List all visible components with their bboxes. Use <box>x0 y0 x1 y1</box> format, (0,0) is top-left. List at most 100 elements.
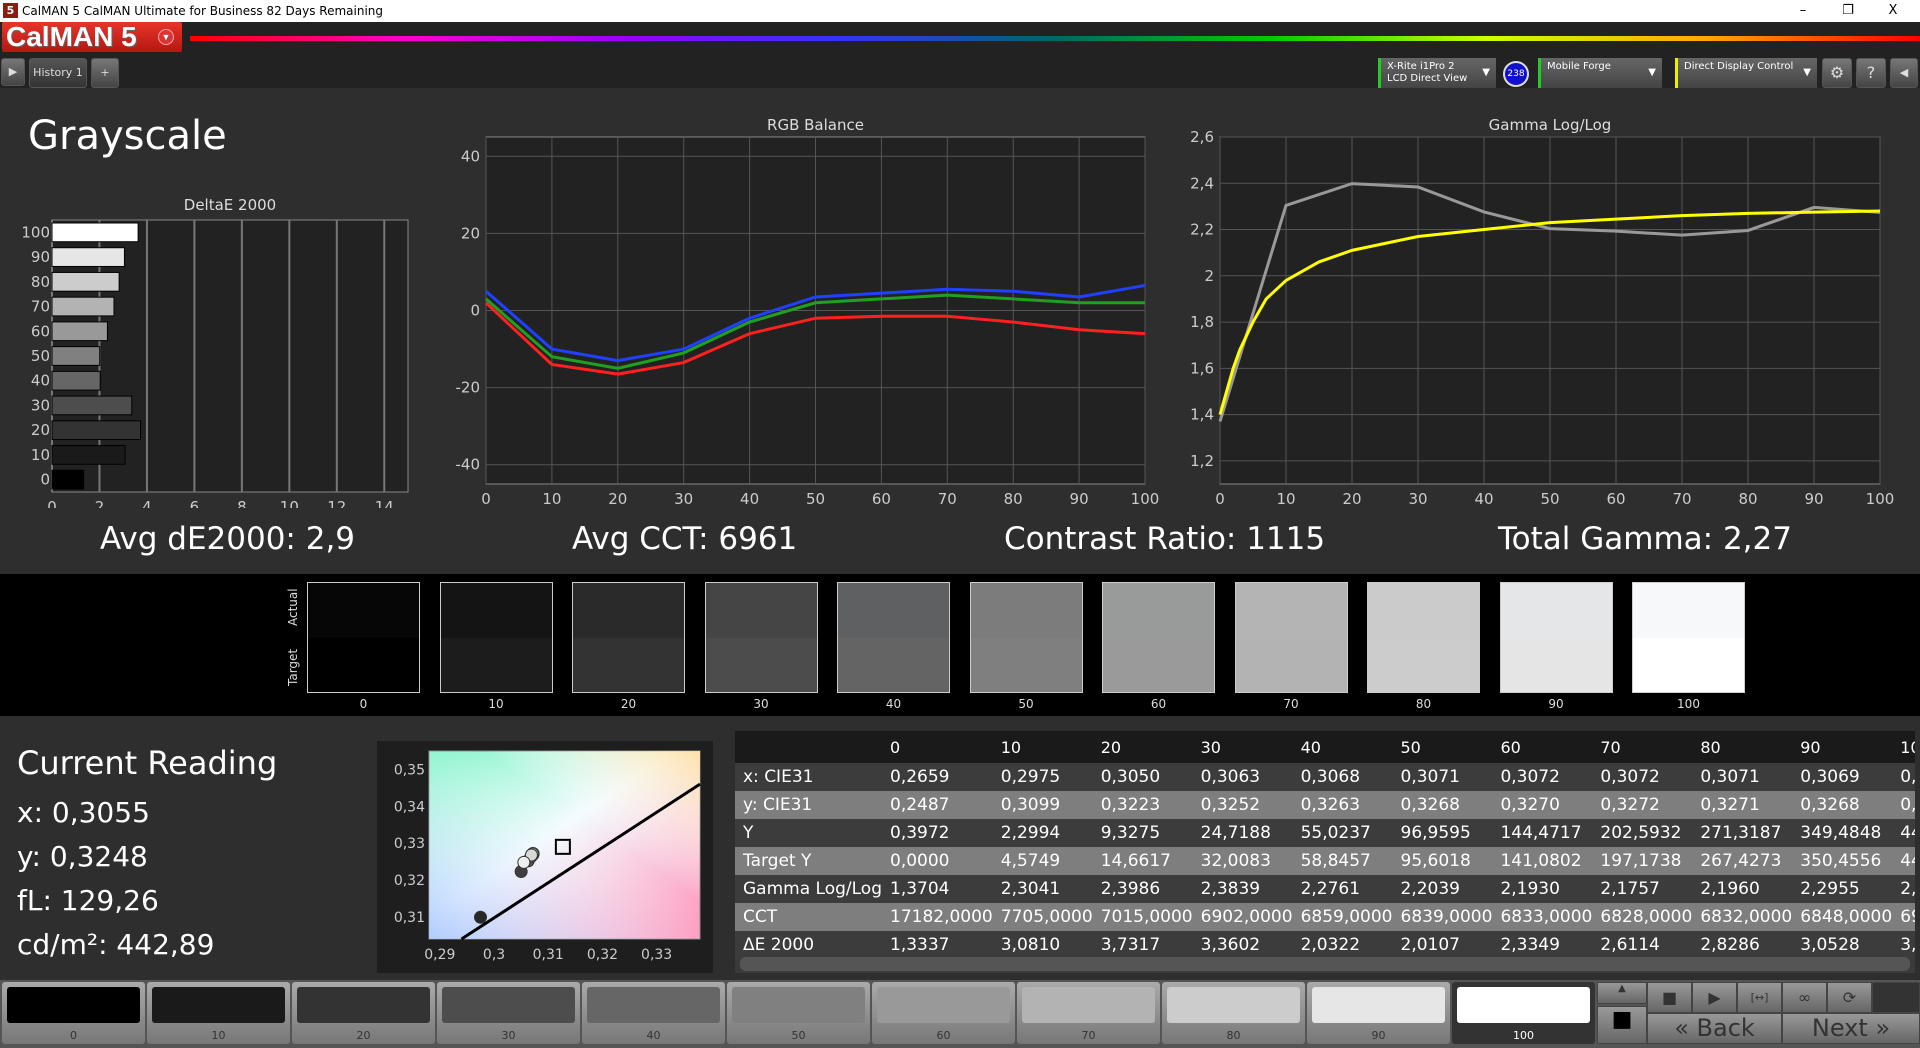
table-cell: 0,3068 <box>1296 763 1397 791</box>
tab-history-1[interactable]: History 1 <box>29 58 87 88</box>
swatch-0[interactable]: 0 <box>2 982 145 1044</box>
meter-badge[interactable]: 238 <box>1503 61 1529 87</box>
column-header: 100 <box>1896 731 1915 763</box>
x-tick-label: 0 <box>1215 490 1225 508</box>
x-tick-label: 8 <box>237 498 247 508</box>
row-label: Target Y <box>735 847 886 875</box>
table-cell: 0,2487 <box>886 791 997 819</box>
table-cell: 1,3337 <box>886 931 997 959</box>
meter-selector[interactable]: X-Rite i1Pro 2 LCD Direct View ▼ <box>1378 58 1496 88</box>
target-swatch <box>1500 637 1612 692</box>
play-icon[interactable]: ▶ <box>1 58 25 86</box>
swatch-label: 30 <box>501 1029 516 1042</box>
swatch-label: 70 <box>1081 1029 1096 1042</box>
x-tick-label: 20 <box>608 490 627 508</box>
table-row: y: CIE31 0,2487 0,3099 0,3223 0,3252 0,3263 0,… <box>735 791 1915 819</box>
grayscale-panel: Grayscale DeltaE 2000 0 2 4 6 8 10 12 14 0 10 20 30 4… <box>0 88 1920 574</box>
actual-swatch <box>1633 583 1744 638</box>
table-cell: 3,628 <box>1896 931 1915 959</box>
x-tick-label: 2 <box>95 498 105 508</box>
column-header: 90 <box>1796 731 1897 763</box>
y-tick-label: 2,4 <box>1190 174 1214 192</box>
patch-20 <box>572 582 685 693</box>
y-tick-label: 1,6 <box>1190 359 1214 377</box>
column-header: 70 <box>1596 731 1697 763</box>
table-cell: 2,3839 <box>1196 875 1297 903</box>
stop-icon[interactable]: ■ <box>1647 982 1692 1013</box>
table-cell: 2,0107 <box>1396 931 1497 959</box>
y-tick-label: 1,4 <box>1190 406 1214 424</box>
swatch-label: 0 <box>70 1029 77 1042</box>
x-tick-label: 100 <box>1131 490 1160 508</box>
display-selector[interactable]: Direct Display Control ▼ <box>1675 58 1817 88</box>
play-icon[interactable]: ▶ <box>1692 982 1737 1013</box>
swatch-100[interactable]: 100 <box>1452 982 1595 1044</box>
table-cell: 0,2975 <box>996 763 1097 791</box>
table-cell: 1,3704 <box>886 875 997 903</box>
row-label: x: CIE31 <box>735 763 886 791</box>
horizontal-scrollbar[interactable] <box>740 957 1910 971</box>
actual-swatch <box>1500 583 1612 638</box>
swatch-30[interactable]: 30 <box>437 982 580 1044</box>
refresh-icon[interactable]: ⟳ <box>1827 982 1872 1013</box>
close-button[interactable]: X <box>1888 3 1898 18</box>
swatch-color <box>1457 987 1590 1023</box>
scroll-up-button[interactable]: ▲ <box>1597 982 1647 1004</box>
table-cell: 3,3602 <box>1196 931 1297 959</box>
y-tick-label: 0,33 <box>394 836 425 852</box>
actual-swatch <box>970 583 1082 638</box>
swatch-color <box>1167 987 1300 1023</box>
patch-label: 80 <box>1415 697 1432 711</box>
swatch-40[interactable]: 40 <box>582 982 725 1044</box>
table-cell: 2,1757 <box>1596 875 1697 903</box>
target-swatch <box>1235 637 1347 692</box>
minimize-button[interactable]: – <box>1799 3 1807 18</box>
chevron-down-icon: ▼ <box>1482 67 1490 78</box>
table-row: Gamma Log/Log 1,3704 2,3041 2,3986 2,3839 2,2… <box>735 875 1915 903</box>
fit-icon[interactable]: [↔] <box>1737 982 1782 1013</box>
x-tick-label: 0,32 <box>587 947 618 963</box>
meter-mode: LCD Direct View <box>1387 73 1468 84</box>
current-reading-title: Current Reading <box>17 744 278 782</box>
table-cell: 2,1930 <box>1496 875 1597 903</box>
table-cell: 202,5932 <box>1596 819 1697 847</box>
deltae-bar-100 <box>51 222 139 243</box>
loop-icon[interactable]: ∞ <box>1782 982 1827 1013</box>
swatch-60[interactable]: 60 <box>872 982 1015 1044</box>
row-label: Y <box>735 819 886 847</box>
rgb-balance-chart: RGB Balance 0 10 20 30 40 50 60 70 80 90 100 40 20 0 -2… <box>456 116 1160 508</box>
y-tick-label: 20 <box>461 224 480 242</box>
stop-square-button[interactable]: ■ <box>1597 1006 1647 1044</box>
x-tick-label: 0,31 <box>533 947 564 963</box>
gear-icon[interactable]: ⚙ <box>1822 58 1852 88</box>
y-tick-label: 10 <box>31 446 50 464</box>
restore-button[interactable]: ❐ <box>1842 3 1854 18</box>
x-tick-label: 10 <box>542 490 561 508</box>
table-cell: 6902,0000 <box>1196 903 1297 931</box>
add-tab-button[interactable]: + <box>91 58 119 88</box>
swatch-20[interactable]: 20 <box>292 982 435 1044</box>
deltae-chart: DeltaE 2000 0 2 4 6 8 10 12 14 0 10 20 30 40 50 60 70 80 9… <box>21 196 409 508</box>
chart-title: Gamma Log/Log <box>1489 116 1612 134</box>
next-button[interactable]: Next » <box>1782 1013 1920 1044</box>
gamma-chart: Gamma Log/Log 0 10 20 30 40 50 60 70 80 90 100 2,6 2,… <box>1190 116 1894 508</box>
swatch-80[interactable]: 80 <box>1162 982 1305 1044</box>
swatch-90[interactable]: 90 <box>1307 982 1450 1044</box>
table-cell: 271,3187 <box>1696 819 1797 847</box>
swatch-10[interactable]: 10 <box>147 982 290 1044</box>
table-cell: 24,7188 <box>1196 819 1297 847</box>
back-button[interactable]: « Back <box>1647 1013 1782 1044</box>
source-selector[interactable]: Mobile Forge ▼ <box>1538 58 1662 88</box>
actual-swatch <box>1103 583 1214 638</box>
table-cell: 0,3072 <box>1496 763 1597 791</box>
x-tick-label: 20 <box>1342 490 1361 508</box>
table-cell: 3,0810 <box>996 931 1097 959</box>
patch-label: 40 <box>885 697 902 711</box>
help-icon[interactable]: ? <box>1856 58 1886 88</box>
swatch-50[interactable]: 50 <box>727 982 870 1044</box>
table-cell: 0,3071 <box>1696 763 1797 791</box>
collapse-icon[interactable]: ◀ <box>1890 58 1918 88</box>
swatch-70[interactable]: 70 <box>1017 982 1160 1044</box>
calman-menu-button[interactable]: CalMAN 5 ▼ <box>2 22 182 52</box>
x-tick-label: 40 <box>740 490 759 508</box>
